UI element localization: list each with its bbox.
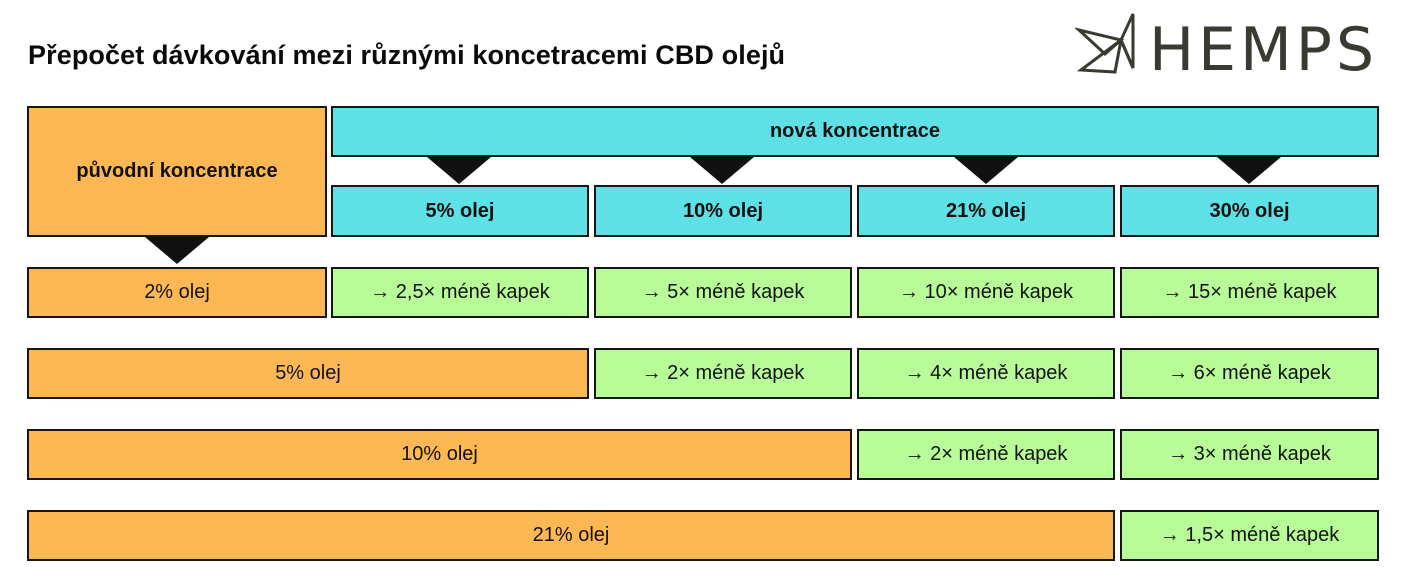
row-original-label: 10% olej <box>401 443 478 465</box>
result-cell: → 1,5× méně kapek <box>1120 510 1379 561</box>
result-label: → 3× méně kapek <box>1168 443 1331 465</box>
row-original-2: 2% olej <box>27 267 327 318</box>
result-label: → 10× méně kapek <box>899 281 1073 303</box>
original-concentration-header: původní koncentrace <box>27 106 327 237</box>
column-header-label: 5% olej <box>425 199 495 222</box>
row-original-label: 21% olej <box>532 524 610 546</box>
result-cell: → 15× méně kapek <box>1120 267 1379 318</box>
arrow-down-icon <box>1217 157 1281 184</box>
row-original-21: 21% olej <box>27 510 1115 561</box>
result-cell: → 3× méně kapek <box>1120 429 1379 480</box>
result-cell: → 6× méně kapek <box>1120 348 1379 399</box>
result-label: → 5× méně kapek <box>641 281 805 303</box>
column-header-21: 21% olej <box>857 185 1115 237</box>
hemp-leaf-icon <box>1075 13 1135 74</box>
arrow-down-icon <box>427 157 491 184</box>
result-label: → 6× méně kapek <box>1168 362 1331 384</box>
result-label: → 2,5× méně kapek <box>370 281 550 303</box>
arrow-down-icon <box>690 157 754 184</box>
hemps-logo: HEMPS <box>1075 8 1385 84</box>
column-header-10: 10% olej <box>594 185 852 237</box>
new-concentration-label: nová koncentrace <box>769 120 941 142</box>
result-cell: → 4× méně kapek <box>857 348 1115 399</box>
original-concentration-label: původní koncentrace <box>76 160 278 182</box>
row-original-label: 2% olej <box>144 281 210 303</box>
column-header-5: 5% olej <box>331 185 589 237</box>
result-label: → 2× méně kapek <box>641 362 805 384</box>
result-cell: → 2× méně kapek <box>857 429 1115 480</box>
column-header-30: 30% olej <box>1120 185 1379 237</box>
page-title: Přepočet dávkování mezi různými koncetra… <box>28 40 786 70</box>
column-header-label: 30% olej <box>1209 199 1290 222</box>
result-label: → 15× méně kapek <box>1162 281 1337 303</box>
row-original-10: 10% olej <box>27 429 852 480</box>
arrow-down-icon <box>145 237 209 264</box>
result-cell: → 5× méně kapek <box>594 267 852 318</box>
column-header-label: 10% olej <box>682 199 764 222</box>
new-concentration-header: nová koncentrace <box>331 106 1379 157</box>
row-original-5: 5% olej <box>27 348 589 399</box>
result-label: → 2× méně kapek <box>904 443 1068 465</box>
result-label: → 1,5× méně kapek <box>1159 524 1340 546</box>
result-label: → 4× méně kapek <box>904 362 1068 384</box>
column-header-label: 21% olej <box>945 199 1027 222</box>
arrow-down-icon <box>954 157 1018 184</box>
result-cell: → 2,5× méně kapek <box>331 267 589 318</box>
result-cell: → 2× méně kapek <box>594 348 852 399</box>
logo-text: HEMPS <box>1149 15 1379 85</box>
row-original-label: 5% olej <box>275 362 341 384</box>
result-cell: → 10× méně kapek <box>857 267 1115 318</box>
